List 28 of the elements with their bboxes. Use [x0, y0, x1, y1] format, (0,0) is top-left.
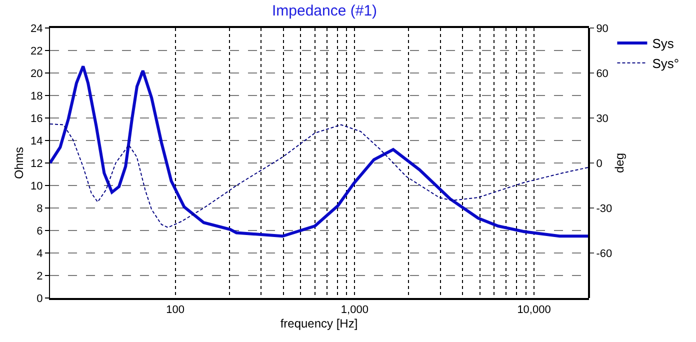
y-tick-label: 10 [30, 180, 43, 192]
legend-label: Sys [652, 36, 674, 52]
y-tick-label: 0 [36, 292, 43, 305]
x-tick-label: 10,000 [517, 304, 551, 316]
y-tick-label: 14 [30, 135, 43, 148]
y2-tick-label: 0 [596, 158, 602, 170]
y-tick-label: 4 [36, 248, 43, 260]
y-tick-label: 20 [30, 68, 43, 80]
y2-tick-label: -60 [596, 248, 612, 260]
x-tick-label: 100 [166, 304, 185, 316]
x-tick-label: 1,000 [340, 304, 368, 316]
y-tick-label: 6 [36, 225, 43, 238]
y2-tick-label: 90 [596, 22, 608, 35]
y2-axis-title: deg [612, 152, 627, 174]
y-axis-title: Ohms [12, 146, 26, 180]
y-tick-label: 8 [36, 202, 43, 215]
chart-title: Impedance (#1) [272, 2, 378, 20]
x-axis-title: frequency [Hz] [280, 316, 358, 331]
y2-tick-label: 30 [596, 112, 608, 125]
legend-label: Sys° [652, 56, 680, 71]
y-tick-label: 22 [30, 45, 43, 58]
y-tick-label: 12 [30, 158, 43, 170]
y-tick-label: 24 [30, 22, 43, 35]
y-tick-label: 2 [36, 270, 43, 282]
y-tick-label: 18 [30, 90, 43, 102]
y2-tick-label: 60 [596, 68, 608, 80]
y2-tick-label: -30 [596, 202, 612, 215]
y-tick-label: 16 [30, 112, 43, 125]
